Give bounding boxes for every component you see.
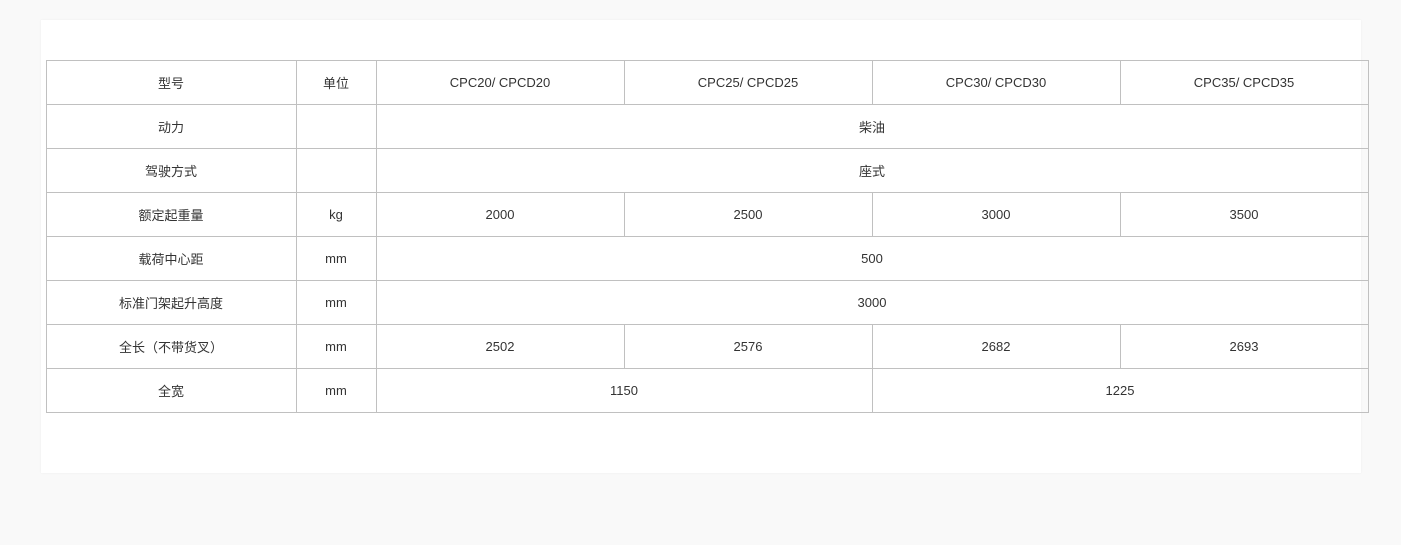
row-merged-value: 3000 [376, 281, 1368, 325]
row-label: 载荷中心距 [46, 237, 296, 281]
header-unit: 单位 [296, 61, 376, 105]
table-row: 全宽 mm 1150 1225 [46, 369, 1368, 413]
row-label: 全宽 [46, 369, 296, 413]
row-unit: mm [296, 369, 376, 413]
table-header-row: 型号 单位 CPC20/ CPCD20 CPC25/ CPCD25 CPC30/… [46, 61, 1368, 105]
row-label: 全长（不带货叉） [46, 325, 296, 369]
table-row: 标准门架起升高度 mm 3000 [46, 281, 1368, 325]
row-value-2: 3000 [872, 193, 1120, 237]
row-value-2: 2682 [872, 325, 1120, 369]
row-unit [296, 149, 376, 193]
table-row: 额定起重量 kg 2000 2500 3000 3500 [46, 193, 1368, 237]
row-value-3: 3500 [1120, 193, 1368, 237]
row-value-0: 2000 [376, 193, 624, 237]
header-model-1: CPC25/ CPCD25 [624, 61, 872, 105]
header-model-0: CPC20/ CPCD20 [376, 61, 624, 105]
row-pair-value-0: 1150 [376, 369, 872, 413]
row-merged-value: 座式 [376, 149, 1368, 193]
row-unit: mm [296, 237, 376, 281]
row-value-3: 2693 [1120, 325, 1368, 369]
row-value-0: 2502 [376, 325, 624, 369]
table-row: 动力 柴油 [46, 105, 1368, 149]
row-unit [296, 105, 376, 149]
spec-table: 型号 单位 CPC20/ CPCD20 CPC25/ CPCD25 CPC30/… [46, 60, 1369, 413]
row-merged-value: 柴油 [376, 105, 1368, 149]
row-value-1: 2500 [624, 193, 872, 237]
table-container: 型号 单位 CPC20/ CPCD20 CPC25/ CPCD25 CPC30/… [41, 20, 1361, 473]
row-pair-value-1: 1225 [872, 369, 1368, 413]
header-model-2: CPC30/ CPCD30 [872, 61, 1120, 105]
row-unit: mm [296, 325, 376, 369]
row-merged-value: 500 [376, 237, 1368, 281]
table-row: 载荷中心距 mm 500 [46, 237, 1368, 281]
row-value-1: 2576 [624, 325, 872, 369]
row-label: 标准门架起升高度 [46, 281, 296, 325]
table-row: 全长（不带货叉） mm 2502 2576 2682 2693 [46, 325, 1368, 369]
row-unit: kg [296, 193, 376, 237]
row-label: 额定起重量 [46, 193, 296, 237]
row-label: 动力 [46, 105, 296, 149]
table-row: 驾驶方式 座式 [46, 149, 1368, 193]
header-label: 型号 [46, 61, 296, 105]
header-model-3: CPC35/ CPCD35 [1120, 61, 1368, 105]
row-label: 驾驶方式 [46, 149, 296, 193]
row-unit: mm [296, 281, 376, 325]
